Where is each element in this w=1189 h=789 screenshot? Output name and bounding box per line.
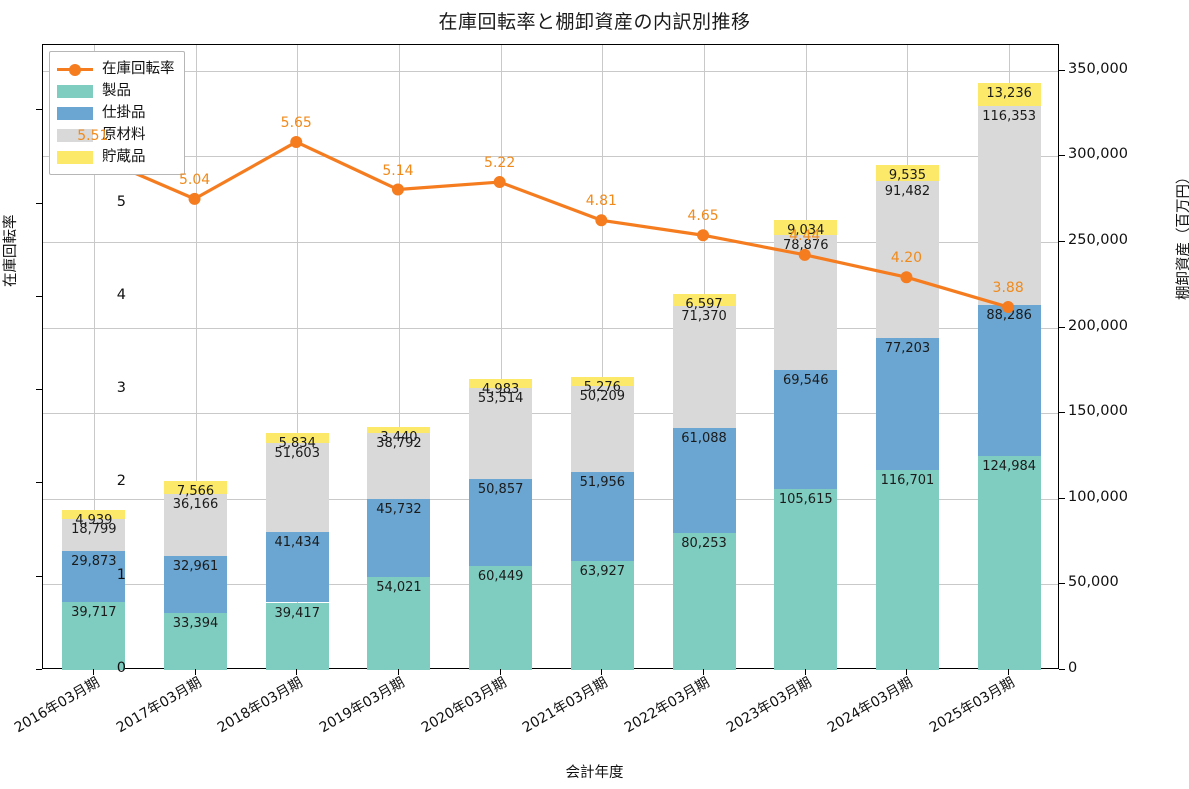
turnover-value-label: 5.51 [77, 128, 109, 144]
y-axis-right-tickmark [1059, 69, 1065, 71]
y-axis-left-tickmark [36, 202, 42, 204]
x-axis-tickmark [499, 669, 501, 675]
x-axis-tickmark [397, 669, 399, 675]
turnover-value-label: 5.22 [484, 155, 516, 172]
y-axis-right-tick-label: 350,000 [1068, 60, 1128, 77]
gridline [43, 584, 1058, 586]
turnover-data-point[interactable] [1002, 301, 1015, 314]
turnover-line-path [91, 140, 1010, 309]
y-axis-left-tick-label: 0 [116, 660, 126, 676]
turnover-value-label: 5.14 [382, 162, 414, 179]
gridline [43, 327, 1058, 329]
legend-item-genzairyou[interactable]: 原材料 [57, 124, 175, 146]
y-axis-left-tickmark [36, 575, 42, 577]
y-axis-right-tickmark [1059, 669, 1065, 670]
gridline [43, 156, 1058, 158]
y-axis-left-tick-label: 2 [116, 473, 126, 490]
gridline [43, 241, 1058, 243]
turnover-data-point[interactable] [391, 183, 404, 196]
y-axis-right-tickmark [1059, 497, 1065, 499]
turnover-value-label: 4.44 [789, 227, 821, 244]
gridline [297, 45, 299, 668]
y-axis-left-tick-label: 1 [116, 566, 126, 583]
legend-item-shikakarihin[interactable]: 仕掛品 [57, 102, 175, 124]
turnover-value-label: 5.04 [178, 171, 211, 188]
turnover-value-label: 3.88 [992, 280, 1024, 297]
turnover-data-point[interactable] [188, 192, 201, 205]
y-axis-right-tickmark [1059, 240, 1065, 242]
turnover-value-label: 4.20 [890, 250, 923, 267]
y-axis-right-tick-label: 150,000 [1068, 403, 1128, 420]
legend-label: 在庫回転率 [102, 61, 175, 77]
gridline [93, 45, 95, 668]
y-axis-left-tickmark [36, 669, 42, 670]
y-axis-right-tick-label: 100,000 [1068, 488, 1128, 505]
gridline [43, 498, 1058, 500]
legend-label: 製品 [102, 83, 131, 99]
color-swatch-icon [57, 84, 93, 98]
turnover-data-point[interactable] [493, 176, 506, 189]
y-axis-left-tick-label: 5 [116, 193, 126, 210]
color-swatch-icon [57, 150, 93, 164]
color-swatch-icon [57, 128, 93, 142]
y-axis-right-tick-label: 200,000 [1068, 317, 1128, 334]
x-axis-tickmark [296, 669, 298, 675]
x-axis-tickmark [703, 669, 705, 675]
x-axis-tickmark [92, 669, 94, 675]
legend-item-turnover[interactable]: 在庫回転率 [57, 58, 175, 80]
y-axis-right-tick-label: 250,000 [1068, 231, 1128, 248]
y-axis-left-tickmark [36, 295, 42, 297]
y-axis-right-tick-label: 0 [1068, 660, 1078, 676]
gridline [195, 45, 197, 668]
chart-title: 在庫回転率と棚卸資産の内訳別推移 [438, 11, 751, 33]
bar-segment[interactable]: 50,857 [469, 479, 533, 567]
gridline [398, 45, 400, 668]
line-marker-icon [57, 58, 93, 80]
legend-item-chozouhin[interactable]: 貯蔵品 [57, 146, 175, 168]
y-axis-right-tickmark [1059, 326, 1065, 328]
y-axis-right-tickmark [1059, 583, 1065, 585]
y-axis-left-tickmark [36, 109, 42, 111]
y-axis-left-tickmark [36, 389, 42, 391]
turnover-data-point[interactable] [697, 229, 710, 242]
turnover-data-point[interactable] [798, 248, 811, 261]
legend-label: 原材料 [102, 127, 146, 143]
gridline [602, 45, 604, 668]
gridline [500, 45, 502, 668]
y-axis-right-tick-label: 50,000 [1068, 574, 1119, 591]
y-axis-right-tickmark [1059, 412, 1065, 414]
legend-label: 仕掛品 [102, 105, 146, 121]
legend-label: 貯蔵品 [102, 149, 146, 165]
gridline [43, 413, 1058, 415]
turnover-value-label: 4.65 [687, 208, 719, 225]
turnover-data-point[interactable] [900, 271, 913, 284]
chart-legend: 在庫回転率 製品 仕掛品 原材料 貯蔵品 [49, 51, 185, 175]
y-axis-right-tick-label: 300,000 [1068, 146, 1128, 163]
x-axis-tickmark [804, 669, 806, 675]
y-axis-left-tick-label: 4 [116, 286, 126, 303]
x-axis-label: 会計年度 [565, 765, 624, 781]
turnover-data-point[interactable] [595, 214, 608, 227]
x-axis-tickmark [194, 669, 196, 675]
x-axis-tickmark [601, 669, 603, 675]
gridline [43, 70, 1058, 72]
color-swatch-icon [57, 106, 93, 120]
x-axis-tickmark [1008, 669, 1010, 675]
y-axis-right-tickmark [1059, 155, 1065, 157]
x-axis-tickmark [906, 669, 908, 675]
turnover-data-point[interactable] [290, 135, 303, 148]
y-axis-left-tick-label: 3 [116, 380, 126, 397]
legend-item-seihin[interactable]: 製品 [57, 80, 175, 102]
turnover-value-label: 4.81 [585, 193, 617, 210]
y-axis-left-tickmark [36, 482, 42, 484]
bar-segment[interactable]: 60,449 [469, 566, 533, 670]
turnover-value-label: 5.65 [280, 114, 312, 131]
